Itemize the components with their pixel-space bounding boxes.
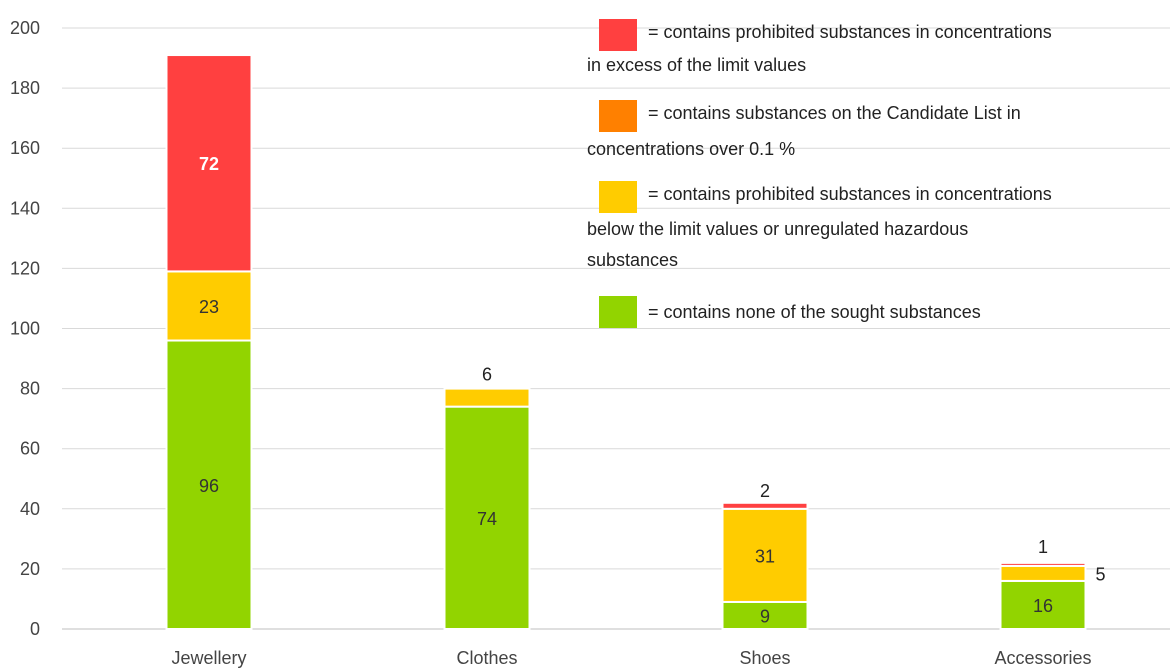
legend-text-1-line-1: concentrations over 0.1 %	[587, 139, 795, 159]
data-label-accessories-series-3: 1	[1038, 537, 1048, 557]
legend-text-2-line-0: = contains prohibited substances in conc…	[648, 184, 1052, 204]
y-tick-label: 140	[10, 198, 40, 218]
legend-text-0-line-0: = contains prohibited substances in conc…	[648, 22, 1052, 42]
bar-accessories-series-3	[999, 561, 1087, 567]
bar-jewellery-series-3	[165, 54, 253, 273]
legend: = contains prohibited substances in conc…	[587, 19, 1052, 328]
legend-text-2-line-2: substances	[587, 250, 678, 270]
legend-swatch-1	[599, 100, 637, 132]
y-tick-label: 0	[30, 619, 40, 639]
data-label-clothes-series-0: 74	[477, 509, 497, 529]
y-tick-label: 120	[10, 258, 40, 278]
data-label-jewellery-series-3: 72	[199, 154, 219, 174]
legend-swatch-3	[599, 296, 637, 328]
y-tick-label: 160	[10, 138, 40, 158]
data-label-jewellery-series-1: 23	[199, 297, 219, 317]
data-label-jewellery-series-0: 96	[199, 476, 219, 496]
x-tick-label-clothes: Clothes	[456, 648, 517, 668]
bar-jewellery-series-0	[165, 339, 253, 630]
y-tick-label: 60	[20, 439, 40, 459]
x-tick-label-accessories: Accessories	[994, 648, 1091, 668]
y-tick-label: 20	[20, 559, 40, 579]
data-label-shoes-series-3: 2	[760, 481, 770, 501]
data-label-accessories-series-1: 5	[1096, 564, 1106, 584]
bar-clothes-series-0	[443, 405, 531, 630]
legend-text-0-line-1: in excess of the limit values	[587, 55, 806, 75]
legend-text-1-line-0: = contains substances on the Candidate L…	[648, 103, 1021, 123]
y-axis: 0 20 40 60 80 100 120 140 160 180 200	[10, 18, 40, 639]
bar-jewellery-series-1	[165, 270, 253, 342]
bar-shoes-series-3	[721, 501, 809, 510]
data-label-clothes-series-1: 6	[482, 365, 492, 385]
bar-accessories-series-1	[999, 564, 1087, 582]
bar-shoes-series-1	[721, 507, 809, 603]
bar-shoes-series-0	[721, 600, 809, 631]
x-tick-label-jewellery: Jewellery	[171, 648, 246, 668]
x-axis: Jewellery Clothes Shoes Accessories	[171, 648, 1091, 668]
legend-text-3-line-0: = contains none of the sought substances	[648, 302, 981, 322]
legend-text-2-line-1: below the limit values or unregulated ha…	[587, 219, 968, 239]
y-tick-label: 40	[20, 499, 40, 519]
data-label-shoes-series-1: 31	[755, 546, 775, 566]
data-label-accessories-series-0: 16	[1033, 596, 1053, 616]
legend-swatch-0	[599, 19, 637, 51]
y-tick-label: 180	[10, 78, 40, 98]
bar-clothes-series-1	[443, 387, 531, 408]
bar-accessories-series-0	[999, 579, 1087, 630]
y-tick-label: 100	[10, 319, 40, 339]
x-tick-label-shoes: Shoes	[739, 648, 790, 668]
y-tick-label: 200	[10, 18, 40, 38]
data-label-shoes-series-0: 9	[760, 606, 770, 626]
bars: 96 23 72 74 6 9 31 2 16 5 1	[165, 54, 1106, 631]
legend-swatch-2	[599, 181, 637, 213]
y-tick-label: 80	[20, 379, 40, 399]
